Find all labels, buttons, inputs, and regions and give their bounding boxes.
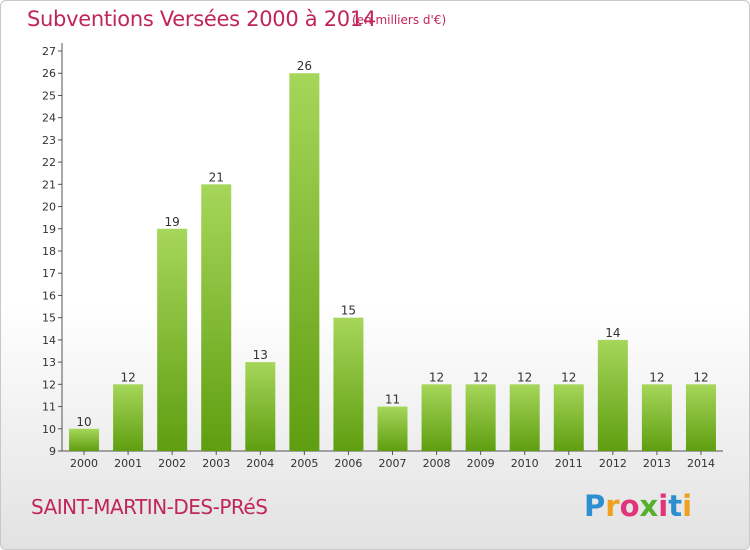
logo-letter: i	[658, 489, 669, 523]
bar-2008	[421, 384, 452, 451]
chart-x-ticks: 2000 2001 2002 2003 2004 2005 2006 2007 2008 2009…	[70, 451, 715, 470]
logo-letter: x	[639, 489, 659, 523]
x-tick-label: 2012	[599, 457, 627, 470]
y-tick-label: 17	[42, 267, 56, 280]
logo-letter: o	[619, 489, 640, 523]
data-label-2001: 12	[120, 370, 135, 384]
logo-letter: P	[584, 489, 606, 523]
x-tick-label: 2001	[114, 457, 142, 470]
chart-subtitle: (en milliers d'€)	[352, 13, 447, 27]
y-tick-label: 19	[42, 223, 56, 236]
data-label-2012: 14	[605, 326, 620, 340]
x-tick-label: 2009	[467, 457, 495, 470]
chart-data-labels: 10 12 19 21 13 26 15 11 12 12 12 12 14 12 12	[76, 59, 708, 429]
x-tick-label: 2006	[334, 457, 362, 470]
data-label-2009: 12	[473, 370, 488, 384]
y-tick-label: 15	[42, 312, 56, 325]
data-label-2003: 21	[209, 170, 224, 184]
bar-2014	[685, 384, 716, 451]
bar-2000	[69, 428, 100, 451]
x-tick-label: 2008	[423, 457, 451, 470]
data-label-2007: 11	[385, 393, 400, 407]
bar-2003	[201, 184, 232, 452]
y-tick-label: 22	[42, 156, 56, 169]
y-tick-label: 12	[42, 378, 56, 391]
y-tick-label: 10	[42, 423, 56, 436]
bar-2004	[245, 362, 276, 451]
logo-letter: t	[668, 489, 683, 523]
data-label-2011: 12	[561, 370, 576, 384]
bar-2001	[113, 384, 144, 451]
x-tick-label: 2002	[158, 457, 186, 470]
logo-letter: r	[605, 489, 620, 523]
data-label-2000: 10	[76, 415, 91, 429]
y-tick-label: 25	[42, 89, 56, 102]
x-tick-label: 2003	[202, 457, 230, 470]
x-tick-label: 2000	[70, 457, 98, 470]
y-tick-label: 16	[42, 289, 56, 302]
data-label-2006: 15	[341, 304, 356, 318]
bar-2013	[641, 384, 672, 451]
proxiti-logo: Proxiti	[584, 489, 692, 523]
bar-2012	[597, 339, 628, 451]
y-tick-label: 9	[49, 445, 56, 458]
data-label-2014: 12	[693, 370, 708, 384]
x-tick-label: 2010	[511, 457, 539, 470]
chart-title: Subventions Versées 2000 à 2014	[27, 7, 376, 31]
x-tick-label: 2013	[643, 457, 671, 470]
y-tick-label: 24	[42, 112, 56, 125]
bar-2009	[465, 384, 496, 451]
x-tick-label: 2014	[687, 457, 715, 470]
x-tick-label: 2011	[555, 457, 583, 470]
chart-bars	[69, 73, 716, 452]
y-tick-label: 18	[42, 245, 56, 258]
data-label-2005: 26	[297, 59, 312, 73]
data-label-2002: 19	[165, 215, 180, 229]
chart-y-ticks: 9 10 11 12 13 14 15 16 17 18 19 20 21 22 23 24 25 26 27	[42, 45, 62, 458]
y-tick-label: 13	[42, 356, 56, 369]
y-tick-label: 23	[42, 134, 56, 147]
bar-2005	[289, 73, 320, 451]
commune-name: SAINT-MARTIN-DES-PRéS	[31, 495, 268, 519]
y-tick-label: 27	[42, 45, 56, 58]
y-tick-label: 14	[42, 334, 56, 347]
y-tick-label: 11	[42, 401, 56, 414]
data-label-2010: 12	[517, 370, 532, 384]
y-tick-label: 26	[42, 67, 56, 80]
data-label-2013: 12	[649, 370, 664, 384]
x-tick-label: 2005	[290, 457, 318, 470]
bar-2010	[509, 384, 540, 451]
logo-letter: i	[682, 489, 693, 523]
bar-2011	[553, 384, 584, 451]
bar-2006	[333, 317, 364, 451]
x-tick-label: 2004	[246, 457, 274, 470]
bar-2007	[377, 406, 408, 451]
y-tick-label: 21	[42, 178, 56, 191]
y-tick-label: 20	[42, 201, 56, 214]
x-tick-label: 2007	[379, 457, 407, 470]
data-label-2004: 13	[253, 348, 268, 362]
bar-2002	[157, 228, 188, 451]
data-label-2008: 12	[429, 370, 444, 384]
